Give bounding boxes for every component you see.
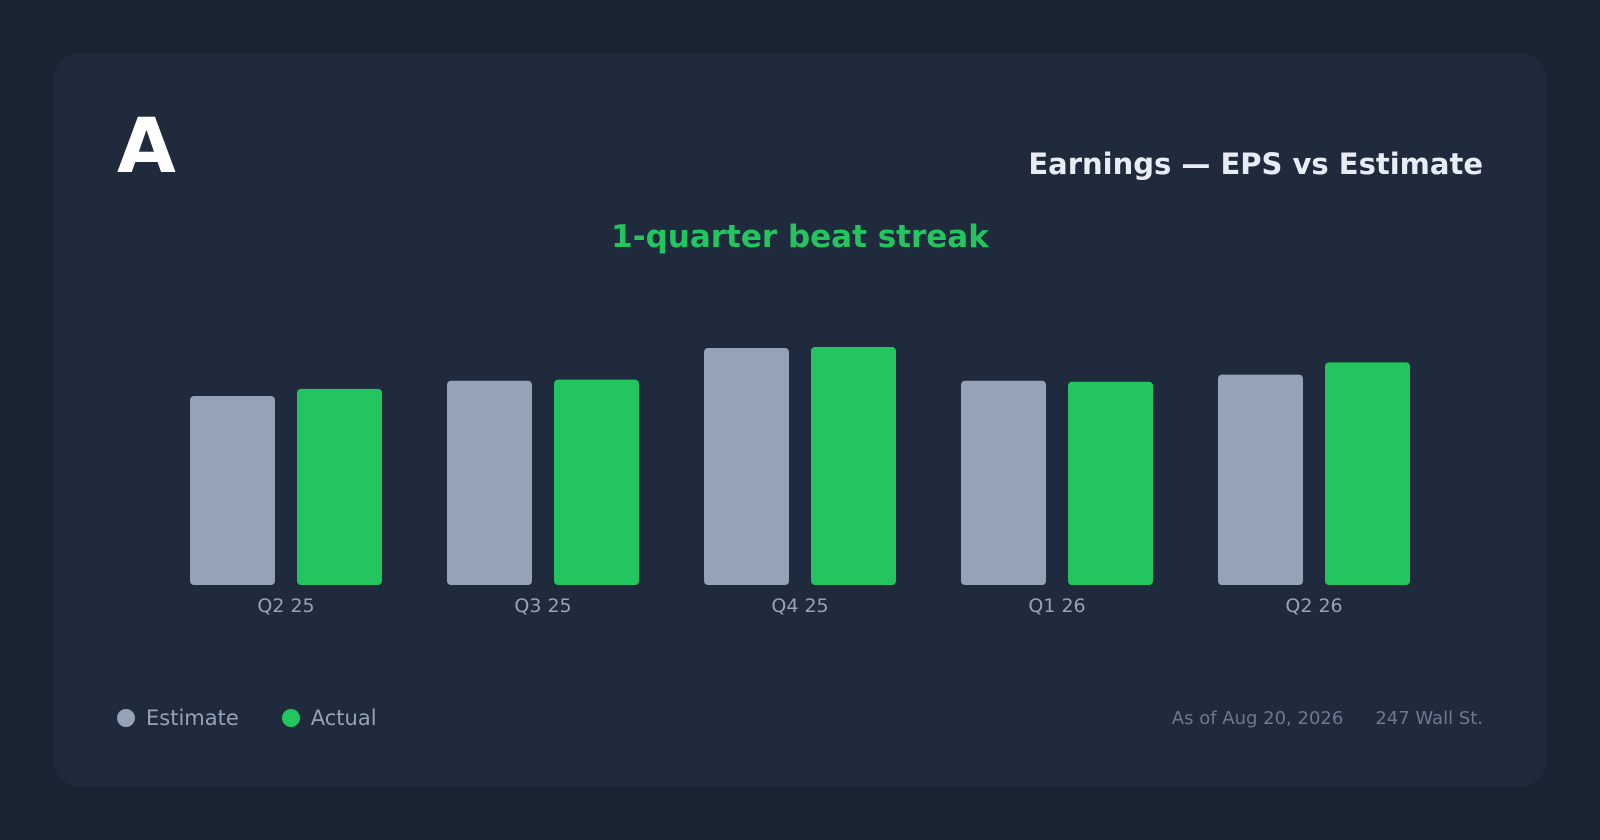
estimate-dot-icon [117, 709, 135, 727]
chart-footer: As of Aug 20, 2026 247 Wall St. [1172, 708, 1483, 729]
actual-dot-icon [281, 709, 300, 727]
bar-estimate-q3-25 [447, 380, 532, 585]
x-tick-label-q3-25: Q3 25 [514, 595, 571, 617]
bar-actual-q1-26 [1068, 381, 1153, 585]
bar-estimate-q1-26 [961, 380, 1046, 585]
brand-logo: A [117, 101, 176, 190]
chart-legend: Estimate Actual [117, 706, 420, 730]
bar-actual-q4-25 [811, 347, 896, 585]
bar-estimate-q2-26 [1218, 374, 1303, 585]
bar-actual-q2-26 [1325, 362, 1410, 585]
chart-subtitle: 1-quarter beat streak [611, 219, 989, 255]
bar-actual-q2-25 [297, 388, 382, 585]
x-tick-label-q2-25: Q2 25 [257, 595, 314, 617]
x-tick-label-q4-25: Q4 25 [771, 595, 828, 617]
bar-actual-q3-25 [554, 379, 639, 585]
chart-title: Earnings — EPS vs Estimate [1028, 147, 1483, 181]
x-tick-label-q2-26: Q2 26 [1285, 595, 1342, 617]
legend-label-actual: Actual [310, 706, 377, 730]
x-tick-label-q1-26: Q1 26 [1028, 595, 1085, 617]
as-of-date: As of Aug 20, 2026 [1171, 708, 1344, 729]
bar-estimate-q2-25 [190, 396, 275, 585]
legend-item-estimate: Estimate [117, 706, 239, 730]
source-label: 247 Wall St. [1375, 708, 1483, 729]
legend-item-actual: Actual [281, 706, 377, 730]
bar-estimate-q4-25 [704, 348, 789, 585]
legend-label-estimate: Estimate [146, 706, 239, 730]
